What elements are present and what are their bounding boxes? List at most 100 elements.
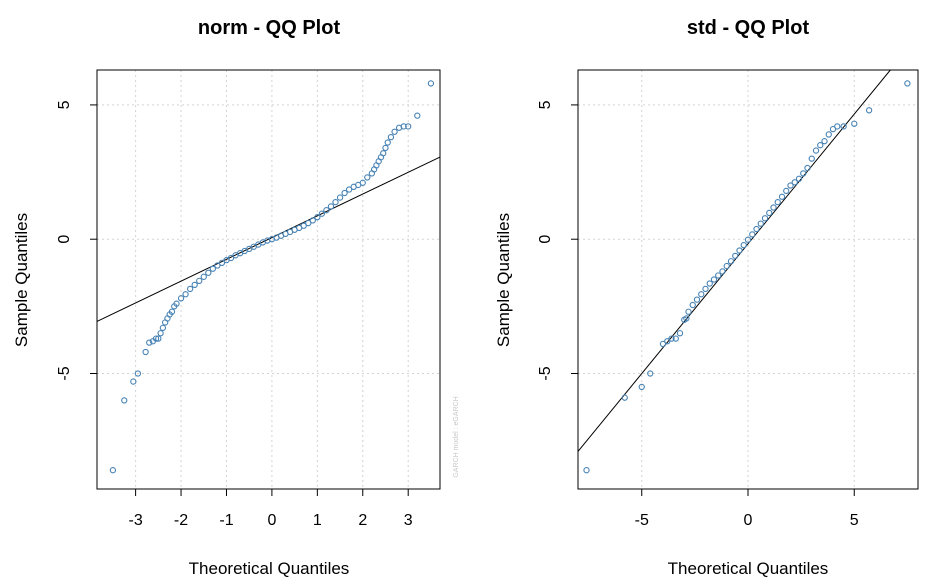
norm-reference-line bbox=[96, 156, 441, 322]
std-data-point bbox=[817, 142, 824, 149]
norm-qq-panel: norm - QQ Plot Theoretical Quantiles Sam… bbox=[12, 17, 460, 578]
norm-data-point bbox=[387, 133, 395, 141]
std-y-tick-label: 5 bbox=[537, 100, 554, 109]
std-y-ticks: -5 0 5 bbox=[537, 100, 578, 381]
std-data-point bbox=[672, 335, 679, 342]
std-data-point bbox=[808, 155, 815, 162]
norm-data-point bbox=[400, 123, 407, 130]
std-data-point bbox=[825, 131, 832, 138]
norm-data-point bbox=[332, 198, 339, 206]
std-x-tick-label: 0 bbox=[744, 512, 753, 529]
std-qq-panel: std - QQ Plot Theoretical Quantiles Samp… bbox=[494, 17, 919, 578]
norm-data-point bbox=[142, 348, 149, 356]
std-data-point bbox=[753, 225, 760, 233]
std-data-point bbox=[693, 296, 701, 303]
norm-data-point bbox=[305, 219, 312, 227]
norm-x-tick-label: -2 bbox=[174, 512, 188, 529]
std-x-tick-label: 5 bbox=[850, 512, 859, 529]
norm-data-point bbox=[159, 324, 167, 331]
norm-data-point bbox=[157, 330, 164, 337]
std-data-point bbox=[766, 209, 773, 217]
std-data-point bbox=[702, 285, 709, 293]
norm-data-point bbox=[155, 335, 162, 342]
norm-data-point bbox=[380, 150, 387, 157]
std-data-point bbox=[783, 187, 790, 195]
norm-data-point bbox=[323, 207, 330, 214]
std-data-point bbox=[774, 198, 781, 206]
norm-watermark: GARCH model : eGARCH bbox=[453, 396, 460, 477]
norm-data-point bbox=[186, 285, 194, 293]
norm-data-point bbox=[168, 308, 176, 315]
std-data-point bbox=[834, 123, 841, 130]
std-data-point bbox=[904, 80, 911, 87]
norm-data-point bbox=[359, 179, 366, 186]
norm-data-point bbox=[345, 186, 353, 193]
norm-data-point bbox=[227, 254, 235, 262]
norm-data-point bbox=[121, 397, 128, 404]
std-y-axis-label: Sample Quantiles bbox=[494, 213, 513, 347]
std-data-point bbox=[821, 138, 828, 145]
norm-x-ticks: -3 -2 -1 0 1 2 3 bbox=[128, 489, 413, 529]
std-reference-line-group bbox=[577, 69, 891, 452]
std-data-point bbox=[778, 193, 786, 200]
std-data-point bbox=[638, 383, 645, 391]
std-data-point bbox=[659, 340, 667, 348]
std-x-axis-label: Theoretical Quantiles bbox=[668, 559, 829, 578]
norm-y-axis-label: Sample Quantiles bbox=[12, 213, 31, 347]
std-data-point bbox=[829, 125, 837, 133]
norm-data-point bbox=[205, 269, 212, 276]
norm-data-point bbox=[384, 139, 391, 146]
std-data-point bbox=[664, 338, 671, 345]
std-data-point bbox=[770, 204, 777, 211]
norm-data-point bbox=[177, 295, 185, 302]
std-data-point bbox=[668, 335, 675, 342]
norm-data-point bbox=[200, 273, 207, 280]
norm-data-point bbox=[391, 128, 398, 135]
std-y-tick-label: 0 bbox=[537, 235, 554, 244]
norm-data-point bbox=[191, 281, 198, 289]
std-data-point bbox=[804, 164, 811, 172]
norm-data-point bbox=[405, 123, 412, 130]
norm-data-point bbox=[146, 339, 153, 346]
std-data-point bbox=[800, 170, 807, 177]
norm-x-tick-label: 0 bbox=[267, 512, 276, 529]
std-data-point bbox=[689, 301, 696, 309]
std-data-point bbox=[791, 179, 798, 186]
norm-x-tick-label: 2 bbox=[358, 512, 367, 529]
norm-data-point bbox=[341, 189, 348, 197]
norm-data-point bbox=[318, 210, 326, 217]
norm-data-point bbox=[427, 80, 435, 87]
std-reference-line bbox=[577, 69, 891, 452]
std-data-point bbox=[795, 175, 803, 182]
std-data-point bbox=[732, 252, 739, 260]
norm-data-point bbox=[382, 144, 389, 152]
std-data-point bbox=[757, 220, 764, 227]
norm-data-point bbox=[364, 174, 371, 181]
std-data-point bbox=[683, 315, 690, 322]
norm-x-tick-label: 1 bbox=[313, 512, 322, 529]
std-data-point bbox=[727, 258, 735, 265]
norm-data-point bbox=[130, 378, 137, 385]
norm-data-point bbox=[314, 214, 321, 221]
std-data-point bbox=[736, 247, 743, 254]
norm-x-tick-label: -1 bbox=[219, 512, 233, 529]
norm-y-tick-label: 0 bbox=[56, 235, 73, 244]
std-data-point bbox=[787, 182, 794, 189]
std-data-point bbox=[851, 120, 858, 127]
norm-x-tick-label: 3 bbox=[404, 512, 413, 529]
norm-x-tick-label: -3 bbox=[128, 512, 142, 529]
norm-data-point bbox=[173, 300, 180, 307]
std-chart-title: std - QQ Plot bbox=[687, 17, 810, 39]
std-data-point bbox=[865, 107, 873, 114]
norm-x-axis-label: Theoretical Quantiles bbox=[189, 559, 350, 578]
std-data-point bbox=[719, 268, 726, 275]
norm-data-point bbox=[214, 262, 221, 269]
norm-data-point bbox=[218, 259, 226, 266]
norm-data-point bbox=[300, 222, 307, 229]
std-data-point bbox=[685, 308, 692, 315]
std-data-point bbox=[761, 215, 769, 222]
std-x-tick-label: -5 bbox=[635, 512, 649, 529]
norm-data-point bbox=[309, 217, 316, 224]
